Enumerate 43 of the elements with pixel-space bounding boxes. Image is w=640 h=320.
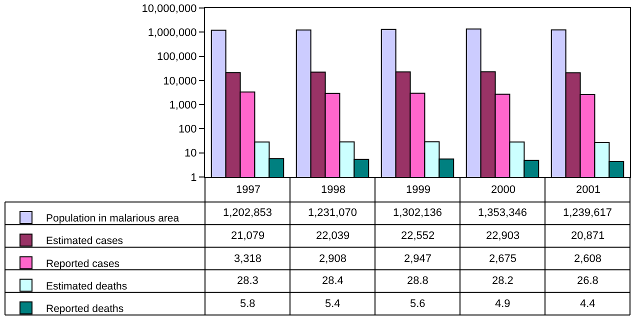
x-tick-label: 1999 (406, 184, 430, 196)
x-tick-label: 2000 (491, 184, 516, 196)
data-label: 3,318 (234, 253, 262, 265)
data-label: 28.2 (492, 275, 514, 287)
y-tick-label: 1,000,000 (148, 26, 197, 39)
legend-label: Population in malarious area (46, 212, 180, 225)
y-tick-label: 1,000 (169, 99, 197, 112)
data-label: 28.4 (322, 275, 344, 287)
data-label: 5.8 (240, 298, 256, 310)
data-label: 1,353,346 (478, 207, 527, 219)
data-label: 20,871 (571, 230, 605, 242)
data-label: 4.4 (580, 298, 596, 310)
y-tick-label: 10,000,000 (142, 2, 197, 15)
x-tick-label: 1998 (321, 184, 346, 196)
data-label: 28.3 (237, 275, 258, 287)
data-label: 21,079 (231, 230, 265, 242)
y-tick-label: 10,000 (163, 75, 197, 88)
y-tick-label: 100 (178, 124, 197, 136)
y-tick-label: 100,000 (157, 51, 197, 64)
data-label: 2,908 (319, 253, 347, 265)
legend-label: Estimated cases (46, 235, 124, 248)
data-label: 22,039 (316, 230, 350, 242)
data-label: 2,947 (404, 253, 432, 265)
data-label: 28.8 (407, 275, 428, 287)
data-label: 1,231,070 (308, 207, 357, 219)
data-label: 5.4 (325, 298, 340, 310)
y-tick-label: 10 (184, 148, 197, 160)
data-label: 2,675 (489, 253, 517, 265)
data-label: 2,608 (574, 253, 602, 265)
x-tick-label: 2001 (576, 184, 600, 196)
data-label: 4.9 (495, 298, 510, 310)
data-label: 22,552 (401, 230, 435, 242)
y-tick-label: 1 (190, 172, 197, 184)
data-label: 1,239,617 (563, 207, 612, 219)
data-label: 5.6 (410, 298, 426, 310)
data-label: 26.8 (577, 275, 598, 287)
data-label: 1,302,136 (393, 207, 442, 219)
data-label: 22,903 (486, 230, 520, 242)
legend-label: Reported cases (46, 258, 120, 270)
legend-label: Reported deaths (46, 302, 124, 315)
x-tick-label: 1997 (236, 184, 260, 196)
data-label: 1,202,853 (223, 207, 272, 219)
legend-label: Estimated deaths (46, 280, 128, 292)
